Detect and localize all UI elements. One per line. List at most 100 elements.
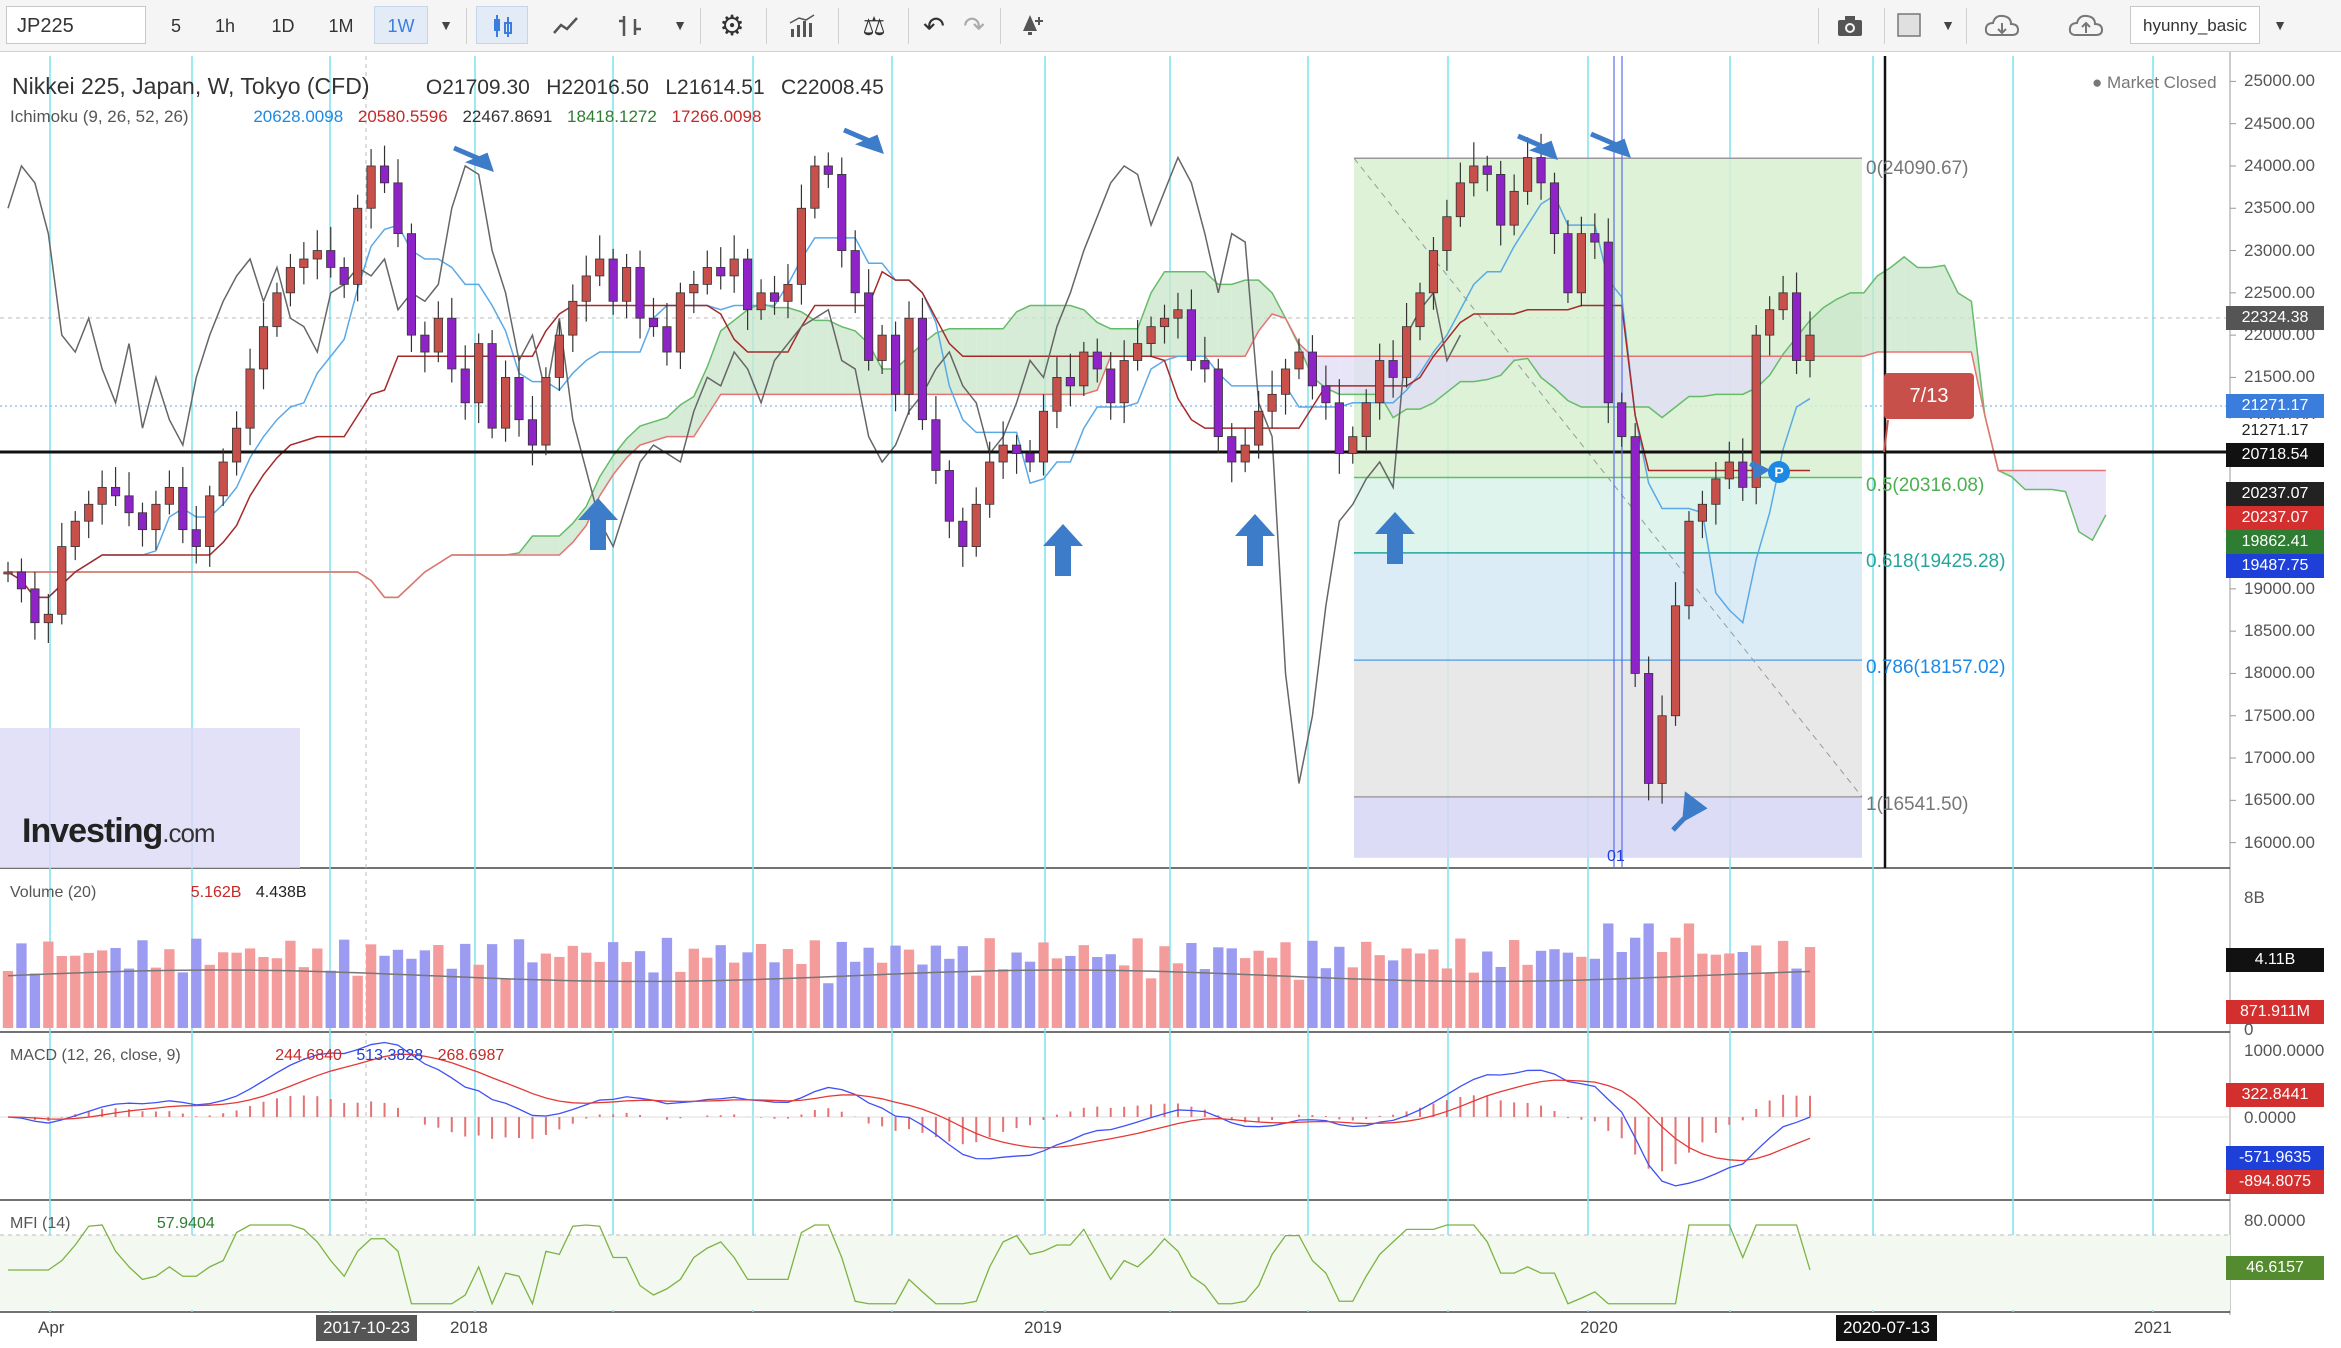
price-axis-label-0: 25000.00 bbox=[2244, 71, 2315, 91]
down-right-arrow-icon-1 bbox=[843, 127, 884, 154]
user-dropdown-icon[interactable]: ▼ bbox=[2273, 17, 2287, 33]
ichimoku-cloud-segment-141 bbox=[1904, 256, 1918, 353]
volume-bar-75 bbox=[1011, 952, 1022, 1028]
candle-body-121 bbox=[1630, 436, 1640, 674]
candle-body-129 bbox=[1738, 461, 1748, 488]
candle-body-8 bbox=[111, 486, 121, 497]
candle-body-126 bbox=[1697, 503, 1707, 522]
candle-body-92 bbox=[1240, 444, 1250, 463]
volume-bar-18 bbox=[244, 948, 256, 1028]
volume-bar-17 bbox=[231, 952, 242, 1028]
volume-ma-line bbox=[7, 969, 1811, 983]
pin-p-icon[interactable]: P bbox=[1768, 461, 1790, 483]
cloud-upload-icon[interactable] bbox=[2058, 6, 2114, 44]
x-label-2018: 2018 bbox=[450, 1318, 488, 1337]
volume-bar-126 bbox=[1697, 953, 1708, 1028]
candle-body-105 bbox=[1415, 292, 1425, 328]
volume-bar-38 bbox=[513, 939, 525, 1028]
candle-body-49 bbox=[662, 326, 672, 353]
indicators-icon[interactable] bbox=[776, 6, 828, 44]
layout-dropdown-icon[interactable]: ▼ bbox=[1941, 17, 1955, 33]
chart-type-dropdown-icon[interactable]: ▼ bbox=[673, 17, 687, 33]
candle-body-9 bbox=[124, 495, 134, 514]
candle-body-63 bbox=[850, 250, 860, 294]
volume-bar-68 bbox=[917, 964, 928, 1028]
symbol-search-input[interactable]: JP225 bbox=[6, 6, 146, 44]
redo-icon[interactable]: ↷ bbox=[963, 11, 985, 41]
candle-body-91 bbox=[1227, 436, 1237, 463]
candle-body-45 bbox=[608, 258, 618, 302]
volume-bar-86 bbox=[1159, 946, 1170, 1028]
candle-body-88 bbox=[1186, 309, 1196, 361]
macd-legend: MACD (12, 26, close, 9) 244.6840 513.382… bbox=[10, 1047, 504, 1065]
volume-axis-top: 8B bbox=[2244, 888, 2265, 907]
interval-1m-button[interactable]: 1M bbox=[328, 16, 354, 36]
ichimoku-base-line bbox=[7, 270, 1810, 599]
chart-canvas[interactable] bbox=[0, 52, 2341, 1348]
volume-bar-127 bbox=[1710, 954, 1722, 1028]
price-axis-label-5: 22500.00 bbox=[2244, 282, 2315, 302]
price-axis-label-3: 23500.00 bbox=[2244, 198, 2315, 218]
vertical-marker-label: 01 bbox=[1607, 848, 1625, 865]
toolbar-divider bbox=[466, 8, 467, 44]
candle-body-44 bbox=[595, 258, 605, 277]
interval-dropdown-icon[interactable]: ▼ bbox=[439, 17, 453, 33]
line-chart-icon[interactable] bbox=[540, 6, 592, 44]
toolbar-divider bbox=[1818, 8, 1819, 44]
volume-bar-52 bbox=[702, 957, 713, 1028]
volume-bar-12 bbox=[164, 949, 175, 1028]
interval-5-button[interactable]: 5 bbox=[170, 16, 181, 36]
ichimoku-span-b-value: 17266.0098 bbox=[671, 107, 762, 126]
volume-bar-23 bbox=[312, 948, 323, 1028]
cloud-download-icon[interactable] bbox=[1974, 6, 2030, 44]
volume-bar-80 bbox=[1078, 945, 1089, 1028]
volume-bar-97 bbox=[1307, 940, 1318, 1028]
fib-trend-line bbox=[1353, 157, 1863, 798]
interval-1d-button[interactable]: 1D bbox=[271, 16, 295, 36]
macd-value-1: 244.6840 bbox=[275, 1047, 342, 1064]
candle-body-37 bbox=[500, 377, 511, 429]
mfi-axis-80: 80.0000 bbox=[2244, 1211, 2306, 1230]
ichimoku-cloud-segment-135 bbox=[1823, 299, 1837, 357]
toolbar-divider bbox=[1000, 8, 1001, 44]
layout-square-icon[interactable] bbox=[1894, 6, 1924, 44]
ichimoku-cloud-segment-58 bbox=[787, 307, 802, 395]
ichimoku-cloud-segment-114 bbox=[1541, 356, 1555, 388]
volume-bar-96 bbox=[1293, 979, 1305, 1028]
ichimoku-cloud-segment-155 bbox=[2092, 470, 2106, 541]
volume-bar-10 bbox=[137, 940, 148, 1028]
interval-1h-button[interactable]: 1h bbox=[214, 16, 236, 36]
price-tag-19487: 19487.75 bbox=[2226, 554, 2324, 578]
volume-bar-100 bbox=[1347, 967, 1358, 1028]
chart-legend: Nikkei 225, Japan, W, Tokyo (CFD) O21709… bbox=[12, 73, 884, 100]
fib-label-0: 0(24090.67) bbox=[1866, 158, 1969, 179]
candle-body-82 bbox=[1106, 368, 1116, 404]
candle-body-33 bbox=[447, 317, 457, 370]
candle-body-1 bbox=[16, 571, 27, 590]
alert-bell-icon[interactable] bbox=[1006, 6, 1054, 44]
volume-bar-42 bbox=[567, 945, 578, 1028]
candle-body-17 bbox=[232, 427, 242, 463]
candle-body-11 bbox=[151, 503, 161, 531]
volume-bar-107 bbox=[1441, 968, 1453, 1028]
candle-body-20 bbox=[272, 292, 282, 328]
bar-style-icon[interactable] bbox=[604, 6, 656, 44]
volume-bar-117 bbox=[1576, 956, 1587, 1028]
macd-signal-line bbox=[7, 1053, 1811, 1162]
toolbar-divider bbox=[908, 8, 909, 44]
undo-icon[interactable]: ↶ bbox=[923, 11, 945, 41]
volume-bar-114 bbox=[1535, 950, 1547, 1028]
date-annotation-box[interactable]: 7/13 bbox=[1884, 373, 1974, 419]
candle-body-53 bbox=[716, 267, 726, 277]
candle-body-98 bbox=[1321, 385, 1331, 404]
volume-bar-56 bbox=[755, 944, 767, 1028]
camera-icon[interactable] bbox=[1826, 6, 1874, 44]
interval-1w-button[interactable]: 1W bbox=[374, 6, 428, 44]
user-menu-button[interactable]: hyunny_basic bbox=[2130, 6, 2260, 44]
volume-bar-51 bbox=[688, 948, 700, 1028]
logo-suffix: .com bbox=[162, 818, 215, 848]
candlestick-chart-icon[interactable] bbox=[476, 6, 528, 44]
compare-scale-icon[interactable]: ⚖ bbox=[862, 11, 886, 41]
settings-gear-icon[interactable]: ⚙ bbox=[719, 10, 745, 41]
volume-bar-43 bbox=[581, 952, 592, 1028]
